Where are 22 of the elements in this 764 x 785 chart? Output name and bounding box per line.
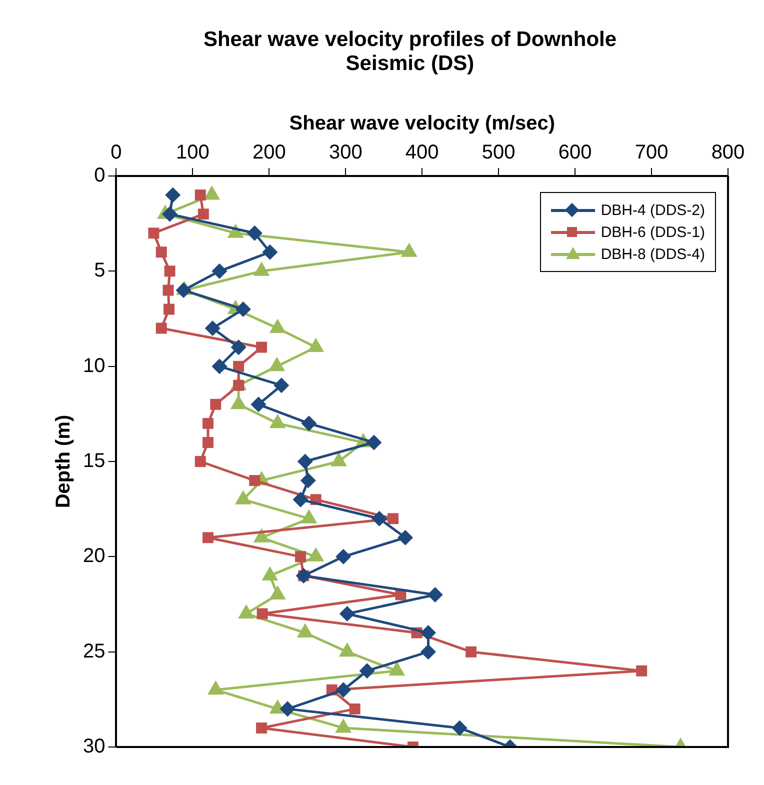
x-tick-label: 300 xyxy=(328,142,362,164)
chart-title: Shear wave velocity profiles of Downhole Seismic (DS) xyxy=(202,28,618,76)
x-tick-label: 0 xyxy=(110,142,122,164)
x-axis-title: Shear wave velocity (m/sec) xyxy=(289,112,555,135)
legend-label: DBH-4 (DDS-2) xyxy=(600,202,705,218)
y-tick-label: 30 xyxy=(82,736,106,758)
y-tick-label: 15 xyxy=(82,450,106,472)
y-tick-label: 0 xyxy=(94,164,106,187)
x-tick-label: 400 xyxy=(405,142,439,164)
y-tick-label: 10 xyxy=(82,354,106,377)
x-tick-label: 500 xyxy=(482,142,516,164)
x-tick-label: 700 xyxy=(634,142,668,164)
x-tick-label: 600 xyxy=(558,142,592,164)
x-tick-label: 800 xyxy=(711,142,745,164)
y-axis-title: Depth (m) xyxy=(52,414,75,508)
y-tick-label: 20 xyxy=(82,545,106,568)
x-tick-label: 100 xyxy=(176,142,210,164)
y-tick-label: 5 xyxy=(94,260,106,282)
y-tick-label: 25 xyxy=(82,640,106,662)
x-tick-label: 200 xyxy=(252,142,286,164)
legend-label: DBH-6 (DDS-1) xyxy=(600,224,705,240)
legend-label: DBH-8 (DDS-4) xyxy=(600,246,705,262)
